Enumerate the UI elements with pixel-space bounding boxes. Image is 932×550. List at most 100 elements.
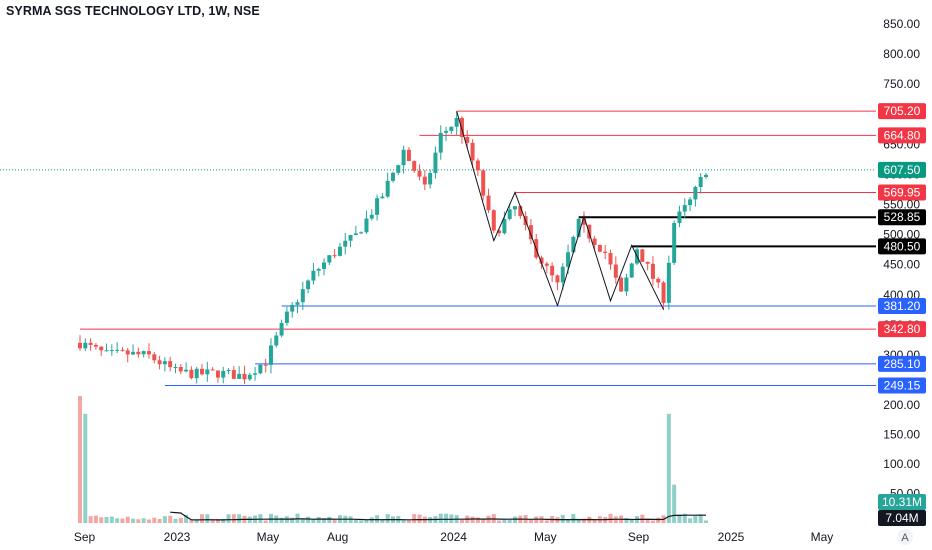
candle-body[interactable] bbox=[571, 236, 576, 253]
volume-bar[interactable] bbox=[608, 513, 613, 523]
volume-bar[interactable] bbox=[528, 519, 533, 523]
candle-body[interactable] bbox=[120, 349, 125, 351]
candle-body[interactable] bbox=[422, 176, 427, 185]
volume-bar[interactable] bbox=[178, 517, 183, 523]
volume-bar[interactable] bbox=[682, 513, 687, 523]
candle-body[interactable] bbox=[459, 118, 464, 137]
candle-body[interactable] bbox=[284, 311, 289, 323]
volume-bar[interactable] bbox=[470, 516, 475, 523]
candle-body[interactable] bbox=[359, 232, 364, 234]
candle-body[interactable] bbox=[576, 218, 581, 237]
volume-bar[interactable] bbox=[672, 484, 677, 523]
volume-bar[interactable] bbox=[162, 516, 167, 523]
volume-bar[interactable] bbox=[311, 519, 316, 523]
candle-body[interactable] bbox=[178, 367, 183, 372]
candle-body[interactable] bbox=[465, 136, 470, 143]
volume-bar[interactable] bbox=[173, 518, 178, 523]
candle-body[interactable] bbox=[194, 368, 199, 379]
candle-body[interactable] bbox=[698, 177, 703, 188]
candle-body[interactable] bbox=[661, 282, 666, 303]
volume-bar[interactable] bbox=[369, 517, 374, 523]
tradingview-logo[interactable]: A bbox=[897, 529, 913, 545]
candle-body[interactable] bbox=[141, 351, 146, 355]
candle-body[interactable] bbox=[406, 149, 411, 162]
candle-body[interactable] bbox=[253, 373, 258, 375]
candle-body[interactable] bbox=[237, 373, 242, 379]
candle-body[interactable] bbox=[380, 196, 385, 199]
volume-bar[interactable] bbox=[184, 514, 189, 523]
volume-bar[interactable] bbox=[412, 514, 417, 523]
candle-body[interactable] bbox=[157, 360, 162, 365]
volume-bar[interactable] bbox=[497, 520, 502, 523]
candle-body[interactable] bbox=[656, 278, 661, 283]
volume-bar[interactable] bbox=[215, 519, 220, 523]
candle-body[interactable] bbox=[200, 368, 205, 375]
volume-bar[interactable] bbox=[438, 513, 443, 523]
candle-body[interactable] bbox=[613, 264, 618, 278]
candle-body[interactable] bbox=[640, 249, 645, 262]
candle-body[interactable] bbox=[152, 354, 157, 361]
candle-body[interactable] bbox=[603, 251, 608, 253]
candle-body[interactable] bbox=[597, 244, 602, 252]
volume-bar[interactable] bbox=[237, 514, 242, 523]
candle-body[interactable] bbox=[486, 195, 491, 211]
volume-bar[interactable] bbox=[263, 520, 268, 523]
candle-body[interactable] bbox=[168, 361, 173, 368]
volume-bar[interactable] bbox=[258, 514, 263, 523]
candle-body[interactable] bbox=[78, 342, 82, 349]
volume-bar[interactable] bbox=[688, 518, 693, 523]
volume-bar[interactable] bbox=[200, 514, 205, 523]
candle-body[interactable] bbox=[438, 132, 443, 153]
candle-body[interactable] bbox=[682, 205, 687, 212]
volume-bar[interactable] bbox=[99, 517, 104, 523]
volume-bar[interactable] bbox=[125, 516, 130, 523]
volume-bar[interactable] bbox=[322, 518, 327, 523]
volume-bar[interactable] bbox=[401, 520, 406, 523]
candle-body[interactable] bbox=[131, 351, 136, 355]
candle-body[interactable] bbox=[364, 218, 369, 233]
volume-bar[interactable] bbox=[417, 514, 422, 523]
volume-bar[interactable] bbox=[306, 516, 311, 523]
volume-bar[interactable] bbox=[629, 520, 634, 523]
volume-bar[interactable] bbox=[624, 517, 629, 523]
candle-body[interactable] bbox=[703, 174, 708, 178]
candle-body[interactable] bbox=[428, 173, 433, 185]
candle-body[interactable] bbox=[693, 187, 698, 200]
volume-bar[interactable] bbox=[507, 519, 512, 523]
volume-bar[interactable] bbox=[168, 515, 173, 523]
volume-bar[interactable] bbox=[120, 518, 125, 523]
volume-bar[interactable] bbox=[666, 413, 671, 523]
candle-body[interactable] bbox=[412, 161, 417, 171]
volume-bar[interactable] bbox=[146, 519, 151, 523]
candle-body[interactable] bbox=[327, 255, 332, 263]
candle-body[interactable] bbox=[205, 369, 210, 375]
candle-body[interactable] bbox=[385, 180, 390, 197]
candle-body[interactable] bbox=[518, 206, 523, 217]
candle-body[interactable] bbox=[300, 289, 305, 303]
candle-body[interactable] bbox=[672, 222, 677, 263]
candle-body[interactable] bbox=[146, 351, 151, 355]
volume-bar[interactable] bbox=[93, 515, 98, 523]
volume-bar[interactable] bbox=[364, 519, 369, 523]
candle-body[interactable] bbox=[544, 263, 549, 266]
volume-bar[interactable] bbox=[449, 514, 454, 523]
volume-bar[interactable] bbox=[513, 516, 518, 523]
candle-body[interactable] bbox=[93, 344, 98, 347]
volume-bar[interactable] bbox=[481, 519, 486, 523]
candle-body[interactable] bbox=[560, 266, 565, 283]
candle-body[interactable] bbox=[125, 350, 130, 355]
volume-bar[interactable] bbox=[566, 519, 571, 523]
candle-body[interactable] bbox=[688, 199, 693, 206]
volume-bar[interactable] bbox=[316, 516, 321, 523]
volume-bar[interactable] bbox=[502, 519, 507, 523]
candle-body[interactable] bbox=[539, 257, 544, 264]
candle-body[interactable] bbox=[369, 214, 374, 219]
volume-bar[interactable] bbox=[136, 519, 141, 523]
candle-body[interactable] bbox=[550, 265, 555, 276]
candle-body[interactable] bbox=[322, 262, 327, 270]
candle-body[interactable] bbox=[221, 370, 226, 378]
candle-body[interactable] bbox=[104, 350, 109, 352]
volume-bar[interactable] bbox=[88, 516, 93, 523]
candle-body[interactable] bbox=[497, 230, 502, 234]
candle-body[interactable] bbox=[396, 165, 401, 173]
